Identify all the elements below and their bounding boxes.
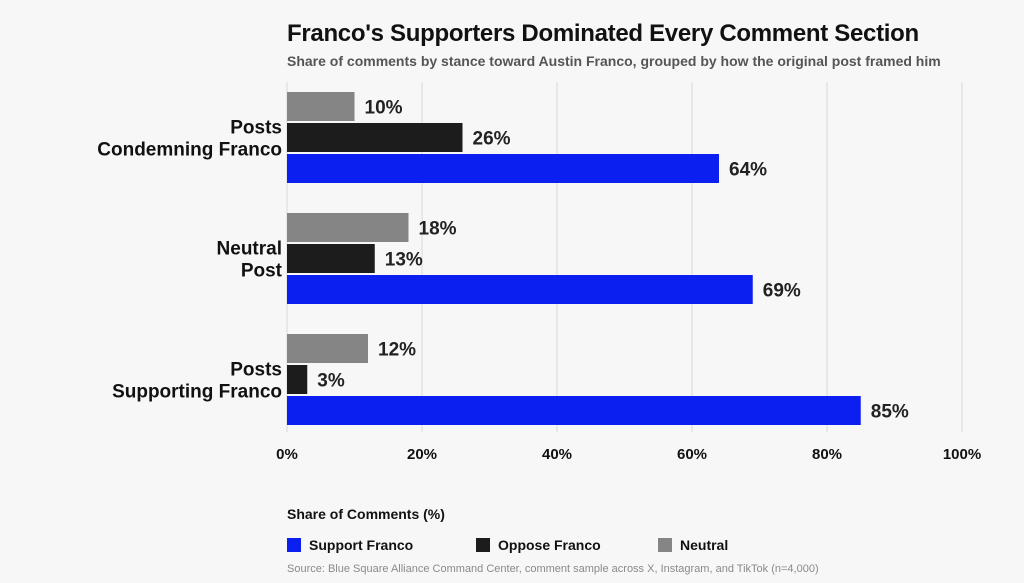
data-label-support: 85% — [871, 402, 909, 423]
legend-swatch-oppose — [476, 538, 490, 552]
x-tick-label: 20% — [407, 446, 437, 463]
legend-label-neutral: Neutral — [680, 537, 729, 553]
bar-neutral — [287, 334, 368, 363]
bar-support — [287, 275, 753, 304]
bar-oppose — [287, 123, 463, 152]
category-label: Posts — [230, 118, 282, 139]
x-tick-label: 80% — [812, 446, 842, 463]
legend-label-oppose: Oppose Franco — [498, 537, 601, 553]
category-label: Supporting Franco — [112, 382, 282, 403]
legend-label-support: Support Franco — [309, 537, 414, 553]
legend-item-support: Support Franco — [287, 536, 413, 554]
bar-neutral — [287, 92, 355, 121]
data-label-oppose: 26% — [473, 129, 511, 150]
data-label-neutral: 10% — [365, 98, 403, 119]
legend-swatch-neutral — [658, 538, 672, 552]
legend-swatch-support — [287, 538, 301, 552]
legend-item-neutral: Neutral — [658, 536, 728, 554]
bar-support — [287, 154, 719, 183]
category-label: Condemning Franco — [97, 140, 282, 161]
bar-support — [287, 396, 861, 425]
data-label-oppose: 3% — [317, 371, 345, 392]
x-tick-label: 60% — [677, 446, 707, 463]
bar-oppose — [287, 365, 308, 394]
category-label: Neutral — [217, 239, 282, 260]
data-label-support: 64% — [729, 160, 767, 181]
source-note: Source: Blue Square Alliance Command Cen… — [287, 563, 819, 575]
data-label-oppose: 13% — [385, 250, 423, 271]
legend-title: Share of Comments (%) — [287, 506, 445, 522]
x-tick-label: 0% — [276, 446, 298, 463]
legend-item-oppose: Oppose Franco — [476, 536, 601, 554]
data-label-neutral: 18% — [419, 219, 457, 240]
bar-neutral — [287, 213, 409, 242]
category-label: Post — [241, 261, 283, 282]
data-label-neutral: 12% — [378, 340, 416, 361]
chart-title: Franco's Supporters Dominated Every Comm… — [287, 20, 919, 47]
x-tick-label: 40% — [542, 446, 572, 463]
category-label: Posts — [230, 360, 282, 381]
chart-subtitle: Share of comments by stance toward Austi… — [287, 53, 941, 69]
x-tick-label: 100% — [943, 446, 981, 463]
data-label-support: 69% — [763, 281, 801, 302]
bar-oppose — [287, 244, 375, 273]
